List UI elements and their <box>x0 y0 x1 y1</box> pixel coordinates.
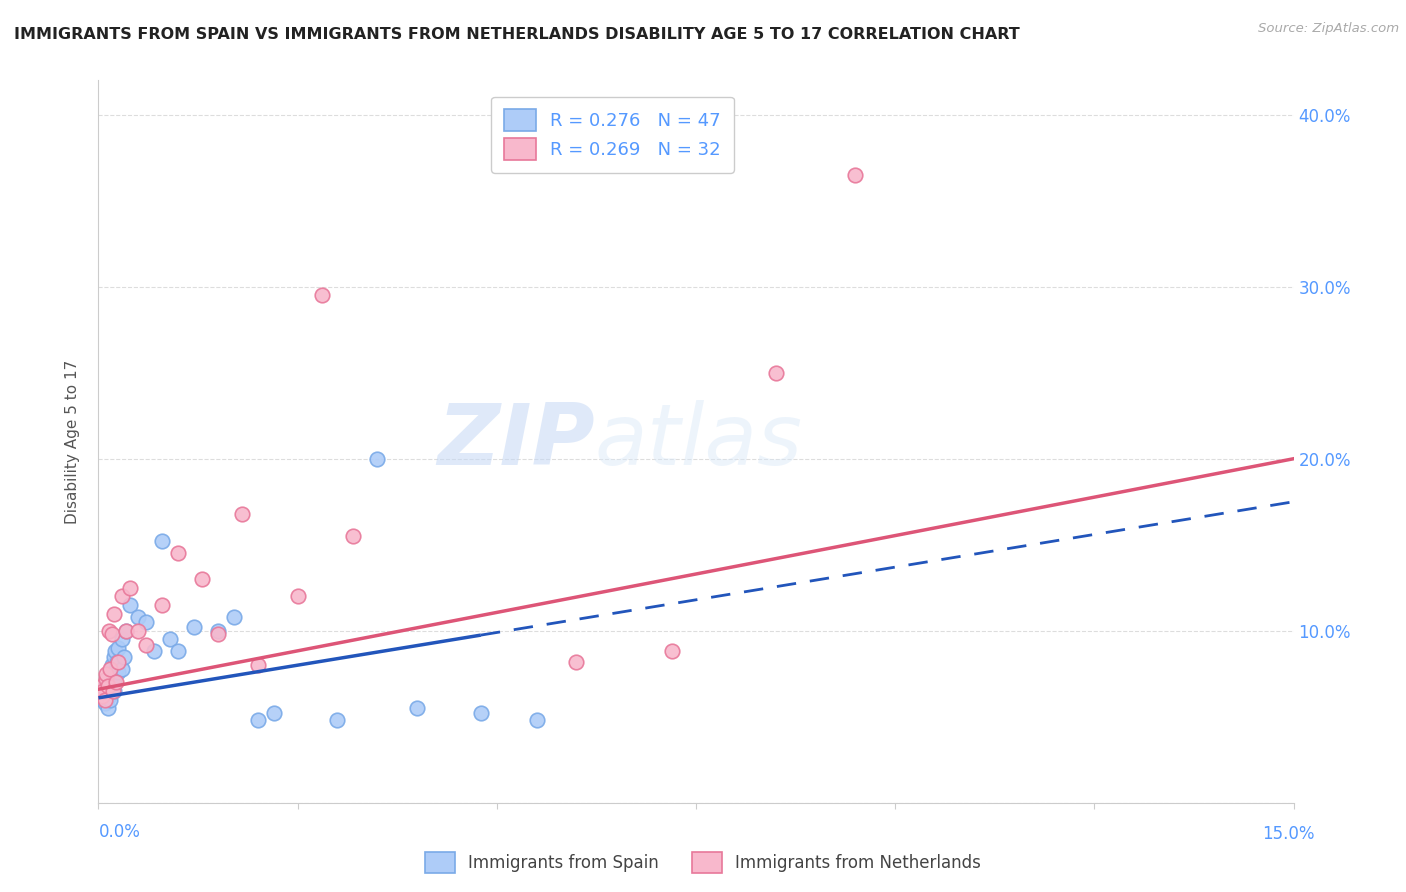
Legend: Immigrants from Spain, Immigrants from Netherlands: Immigrants from Spain, Immigrants from N… <box>418 846 988 880</box>
Point <box>246 713 269 727</box>
Point <box>101 627 124 641</box>
Point <box>94 692 117 706</box>
Point <box>94 696 117 710</box>
Point <box>127 624 149 638</box>
Point <box>191 572 214 586</box>
Point <box>97 679 120 693</box>
Point <box>661 644 683 658</box>
Point <box>112 649 135 664</box>
Point <box>470 706 492 721</box>
Point <box>111 590 134 604</box>
Point <box>93 689 115 703</box>
Point <box>135 638 157 652</box>
Point <box>326 713 349 727</box>
Point <box>526 713 548 727</box>
Point <box>246 658 269 673</box>
Point <box>143 644 166 658</box>
Point <box>406 701 429 715</box>
Point <box>91 679 114 693</box>
Point <box>105 655 128 669</box>
Point <box>311 288 333 302</box>
Point <box>94 672 117 686</box>
Point <box>97 675 120 690</box>
Point <box>844 168 866 182</box>
Point <box>183 620 205 634</box>
Text: IMMIGRANTS FROM SPAIN VS IMMIGRANTS FROM NETHERLANDS DISABILITY AGE 5 TO 17 CORR: IMMIGRANTS FROM SPAIN VS IMMIGRANTS FROM… <box>14 27 1019 42</box>
Point <box>231 507 253 521</box>
Point <box>101 658 124 673</box>
Point <box>120 581 142 595</box>
Point <box>135 615 157 630</box>
Point <box>342 529 364 543</box>
Point <box>96 666 118 681</box>
Text: Source: ZipAtlas.com: Source: ZipAtlas.com <box>1258 22 1399 36</box>
Point <box>104 644 127 658</box>
Point <box>94 686 117 700</box>
Point <box>565 655 588 669</box>
Y-axis label: Disability Age 5 to 17: Disability Age 5 to 17 <box>65 359 80 524</box>
Point <box>97 701 120 715</box>
Point <box>103 649 125 664</box>
Point <box>101 672 124 686</box>
Point <box>90 684 112 698</box>
Point <box>115 624 138 638</box>
Point <box>107 665 129 679</box>
Point <box>103 675 125 690</box>
Text: ZIP: ZIP <box>437 400 595 483</box>
Point <box>103 607 125 621</box>
Point <box>97 672 120 686</box>
Point <box>111 662 134 676</box>
Point <box>127 610 149 624</box>
Point <box>104 675 127 690</box>
Point <box>98 681 121 695</box>
Text: atlas: atlas <box>595 400 803 483</box>
Point <box>150 534 173 549</box>
Point <box>91 684 114 698</box>
Point <box>98 662 122 676</box>
Point <box>100 662 122 676</box>
Point <box>115 624 138 638</box>
Point <box>222 610 245 624</box>
Point <box>111 632 134 647</box>
Point <box>98 666 122 681</box>
Point <box>167 546 190 560</box>
Point <box>207 627 229 641</box>
Legend: R = 0.276   N = 47, R = 0.269   N = 32: R = 0.276 N = 47, R = 0.269 N = 32 <box>491 96 734 173</box>
Point <box>104 662 127 676</box>
Point <box>97 689 120 703</box>
Point <box>366 451 388 466</box>
Point <box>103 684 125 698</box>
Point <box>263 706 285 721</box>
Point <box>96 679 118 693</box>
Point <box>159 632 181 647</box>
Point <box>765 366 787 380</box>
Point <box>107 640 129 655</box>
Text: 15.0%: 15.0% <box>1263 825 1315 843</box>
Point <box>91 692 114 706</box>
Point <box>96 682 118 697</box>
Point <box>207 624 229 638</box>
Point <box>167 644 190 658</box>
Point <box>120 598 142 612</box>
Point <box>97 624 120 638</box>
Point <box>90 689 112 703</box>
Point <box>107 655 129 669</box>
Text: 0.0%: 0.0% <box>98 823 141 841</box>
Point <box>91 687 114 701</box>
Point <box>287 590 309 604</box>
Point <box>98 692 122 706</box>
Point <box>101 684 124 698</box>
Point <box>150 598 173 612</box>
